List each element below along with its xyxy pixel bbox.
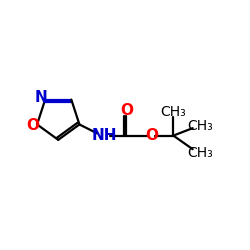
Text: CH₃: CH₃ (188, 146, 214, 160)
Text: O: O (145, 128, 158, 143)
Text: O: O (120, 103, 133, 118)
Text: O: O (26, 118, 39, 133)
Text: CH₃: CH₃ (160, 104, 186, 118)
Text: NH: NH (92, 128, 118, 143)
Text: N: N (35, 90, 48, 105)
Text: CH₃: CH₃ (188, 119, 214, 133)
